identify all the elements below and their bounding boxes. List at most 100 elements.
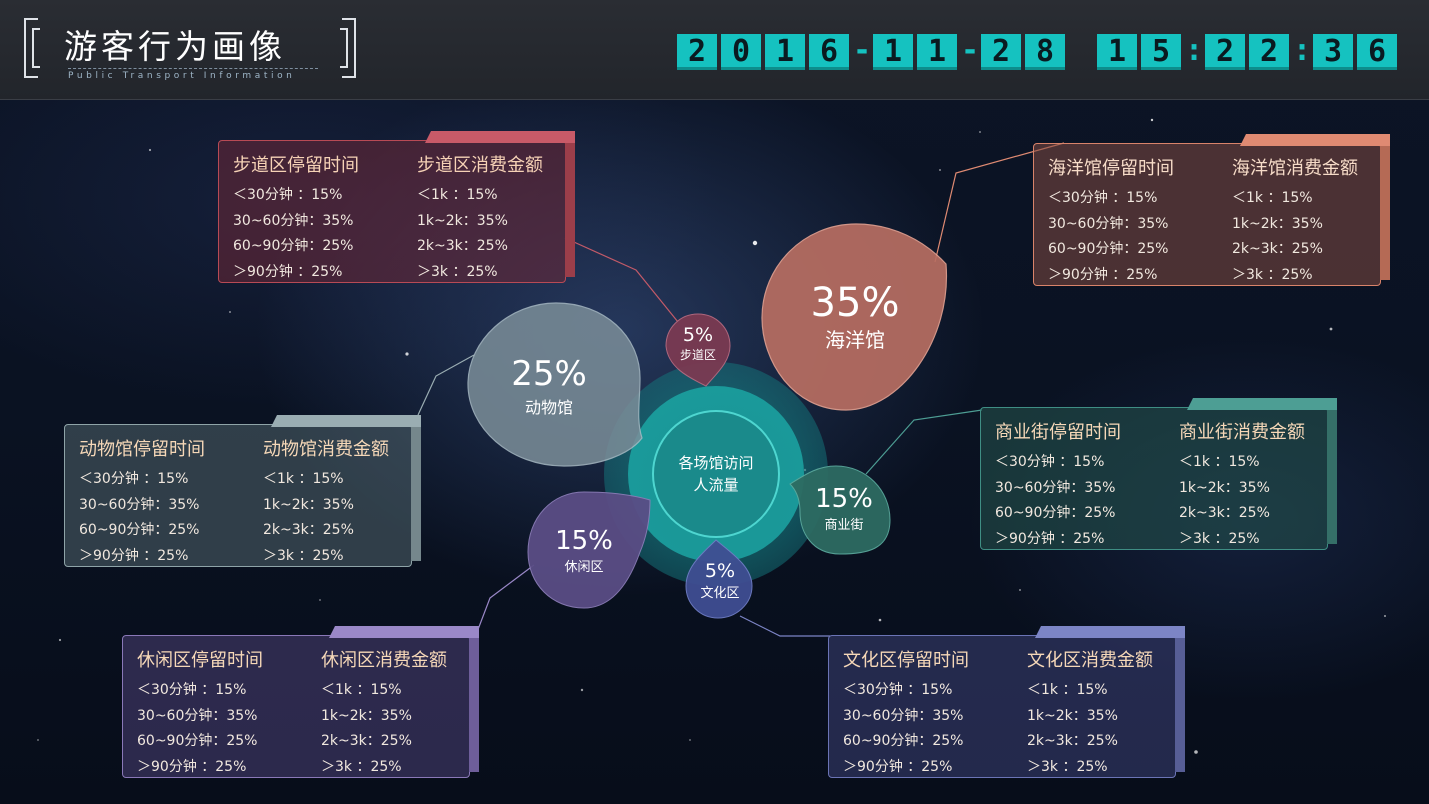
panel-tab-side <box>565 143 575 277</box>
center-title: 各场馆访问 人流量 <box>652 410 780 538</box>
clock-digit: 1 <box>873 34 913 70</box>
title-block: 游客行为画像 Public Transport Information <box>24 18 356 81</box>
bubble-leisure-percent: 15% <box>555 526 613 556</box>
stay-row: ＞90分钟 ：25% <box>1048 266 1158 283</box>
panel-tab <box>1035 626 1185 638</box>
clock-digit: 6 <box>809 34 849 70</box>
spend-row: 2k~3k：25% <box>263 522 354 538</box>
bubble-walkway-percent: 5% <box>682 324 714 346</box>
stay-row: ＜30分钟 ：15% <box>233 187 343 203</box>
stay-row: 30~60分钟：35% <box>995 479 1116 496</box>
panel-leisure: 休闲区停留时间 ＜30分钟 ：15% 30~60分钟：35% 60~90分钟：2… <box>122 626 479 780</box>
spend-row: 2k~3k：25% <box>1179 505 1270 521</box>
spend-row: 1k~2k：35% <box>321 707 412 724</box>
stay-row: ＞90分钟 ：25% <box>995 530 1105 547</box>
panel-zoo-stay: 动物馆停留时间 ＜30分钟 ：15% 30~60分钟：35% 60~90分钟：2… <box>79 435 205 569</box>
panel-zoo-stay-title: 动物馆停留时间 <box>79 439 205 460</box>
panel-culture-spend: 文化区消费金额 ＜1k ：15% 1k~2k：35% 2k~3k：25% ＞3k… <box>1027 646 1153 780</box>
stay-row: 30~60分钟：35% <box>233 212 354 229</box>
spend-row: 2k~3k：25% <box>417 238 508 254</box>
clock-digit: 1 <box>765 34 805 70</box>
spend-row: ＜1k ：15% <box>321 682 402 698</box>
bubble-ocean-label: 海洋馆 <box>825 328 885 352</box>
spend-row: 1k~2k：35% <box>263 496 354 513</box>
right-inner-bracket <box>340 28 348 68</box>
bubble-culture[interactable]: 5% 文化区 <box>690 560 750 601</box>
panel-ocean-spend-title: 海洋馆消费金额 <box>1232 158 1358 179</box>
bubble-leisure[interactable]: 15% 休闲区 <box>544 526 624 575</box>
stay-row: 60~90分钟：25% <box>137 733 258 749</box>
clock-digit: 5 <box>1141 34 1181 70</box>
bubble-commerce-percent: 15% <box>815 484 873 514</box>
left-bracket <box>24 18 38 78</box>
stay-row: 60~90分钟：25% <box>233 238 354 254</box>
stay-row: ＜30分钟 ：15% <box>79 471 189 487</box>
spend-row: 1k~2k：35% <box>1179 479 1270 496</box>
center-title-line1: 各场馆访问 <box>678 454 754 472</box>
stay-row: ＜30分钟 ：15% <box>843 682 953 698</box>
panel-culture-stay-title: 文化区停留时间 <box>843 650 969 671</box>
bubble-zoo-label: 动物馆 <box>524 398 573 417</box>
panel-culture-spend-title: 文化区消费金额 <box>1027 650 1153 671</box>
panel-ocean-stay: 海洋馆停留时间 ＜30分钟 ：15% 30~60分钟：35% 60~90分钟：2… <box>1048 154 1174 288</box>
bubble-ocean-percent: 35% <box>810 280 900 326</box>
bubble-culture-label: 文化区 <box>700 586 740 601</box>
stay-row: ＜30分钟 ：15% <box>995 454 1105 470</box>
panel-tab <box>1187 398 1337 410</box>
app-title: 游客行为画像 <box>64 27 286 66</box>
panel-leisure-stay-title: 休闲区停留时间 <box>137 650 263 671</box>
bubble-ocean[interactable]: 35% 海洋馆 <box>790 280 920 353</box>
panel-zoo-spend-title: 动物馆消费金额 <box>263 439 389 460</box>
panel-culture: 文化区停留时间 ＜30分钟 ：15% 30~60分钟：35% 60~90分钟：2… <box>828 626 1185 780</box>
spend-row: ＜1k ：15% <box>417 187 498 203</box>
left-inner-bracket <box>32 28 40 68</box>
stay-row: 30~60分钟：35% <box>843 707 964 724</box>
bubble-leisure-label: 休闲区 <box>564 560 604 575</box>
panel-culture-stay: 文化区停留时间 ＜30分钟 ：15% 30~60分钟：35% 60~90分钟：2… <box>843 646 969 780</box>
bubble-commerce[interactable]: 15% 商业街 <box>806 484 882 533</box>
right-bracket <box>342 18 356 78</box>
clock-digit: 2 <box>1205 34 1245 70</box>
stay-row: 60~90分钟：25% <box>995 505 1116 521</box>
panel-ocean-spend: 海洋馆消费金额 ＜1k ：15% 1k~2k：35% 2k~3k：25% ＞3k… <box>1232 154 1358 288</box>
panel-commerce-stay-title: 商业街停留时间 <box>995 422 1121 443</box>
panel-leisure-spend-title: 休闲区消费金额 <box>321 650 447 671</box>
bubble-walkway[interactable]: 5% 步道区 <box>668 324 728 363</box>
spend-row: ＞3k ：25% <box>321 758 402 775</box>
panel-zoo: 动物馆停留时间 ＜30分钟 ：15% 30~60分钟：35% 60~90分钟：2… <box>64 415 421 569</box>
spend-row: ＜1k ：15% <box>1179 454 1260 470</box>
panel-tab <box>271 415 421 427</box>
spend-row: ＞3k ：25% <box>1232 266 1313 283</box>
bubble-zoo[interactable]: 25% 动物馆 <box>494 354 604 418</box>
clock-digit: 1 <box>917 34 957 70</box>
spend-row: 1k~2k：35% <box>1027 707 1118 724</box>
center-title-line2: 人流量 <box>693 476 739 494</box>
bubble-walkway-label: 步道区 <box>679 348 716 362</box>
spend-row: ＜1k ：15% <box>263 471 344 487</box>
stay-row: ＜30分钟 ：15% <box>1048 190 1158 206</box>
clock-separator: - <box>961 33 980 68</box>
clock-digit: 0 <box>721 34 761 70</box>
clock-gap <box>1069 34 1093 70</box>
clock-separator: : <box>1293 33 1312 68</box>
stay-row: 60~90分钟：25% <box>1048 241 1169 257</box>
panel-walkway-spend: 步道区消费金额 ＜1k ：15% 1k~2k：35% 2k~3k：25% ＞3k… <box>417 151 543 285</box>
clock-digit: 6 <box>1357 34 1397 70</box>
panel-leisure-spend: 休闲区消费金额 ＜1k ：15% 1k~2k：35% 2k~3k：25% ＞3k… <box>321 646 447 780</box>
panel-walkway-spend-title: 步道区消费金额 <box>417 155 543 176</box>
panel-commerce: 商业街停留时间 ＜30分钟 ：15% 30~60分钟：35% 60~90分钟：2… <box>980 398 1337 552</box>
panel-walkway-stay: 步道区停留时间 ＜30分钟 ：15% 30~60分钟：35% 60~90分钟：2… <box>233 151 359 285</box>
panel-tab-side <box>1380 146 1390 280</box>
panel-zoo-spend: 动物馆消费金额 ＜1k ：15% 1k~2k：35% 2k~3k：25% ＞3k… <box>263 435 389 569</box>
panel-tab-side <box>1175 638 1185 772</box>
panel-commerce-stay: 商业街停留时间 ＜30分钟 ：15% 30~60分钟：35% 60~90分钟：2… <box>995 418 1121 552</box>
panel-leisure-stay: 休闲区停留时间 ＜30分钟 ：15% 30~60分钟：35% 60~90分钟：2… <box>137 646 263 780</box>
stay-row: 30~60分钟：35% <box>79 496 200 513</box>
stay-row: 30~60分钟：35% <box>1048 215 1169 232</box>
panel-commerce-spend: 商业街消费金额 ＜1k ：15% 1k~2k：35% 2k~3k：25% ＞3k… <box>1179 418 1305 552</box>
panel-tab-side <box>1327 410 1337 544</box>
spend-row: 1k~2k：35% <box>1232 215 1323 232</box>
spend-row: 1k~2k：35% <box>417 212 508 229</box>
spend-row: ＞3k ：25% <box>263 547 344 564</box>
